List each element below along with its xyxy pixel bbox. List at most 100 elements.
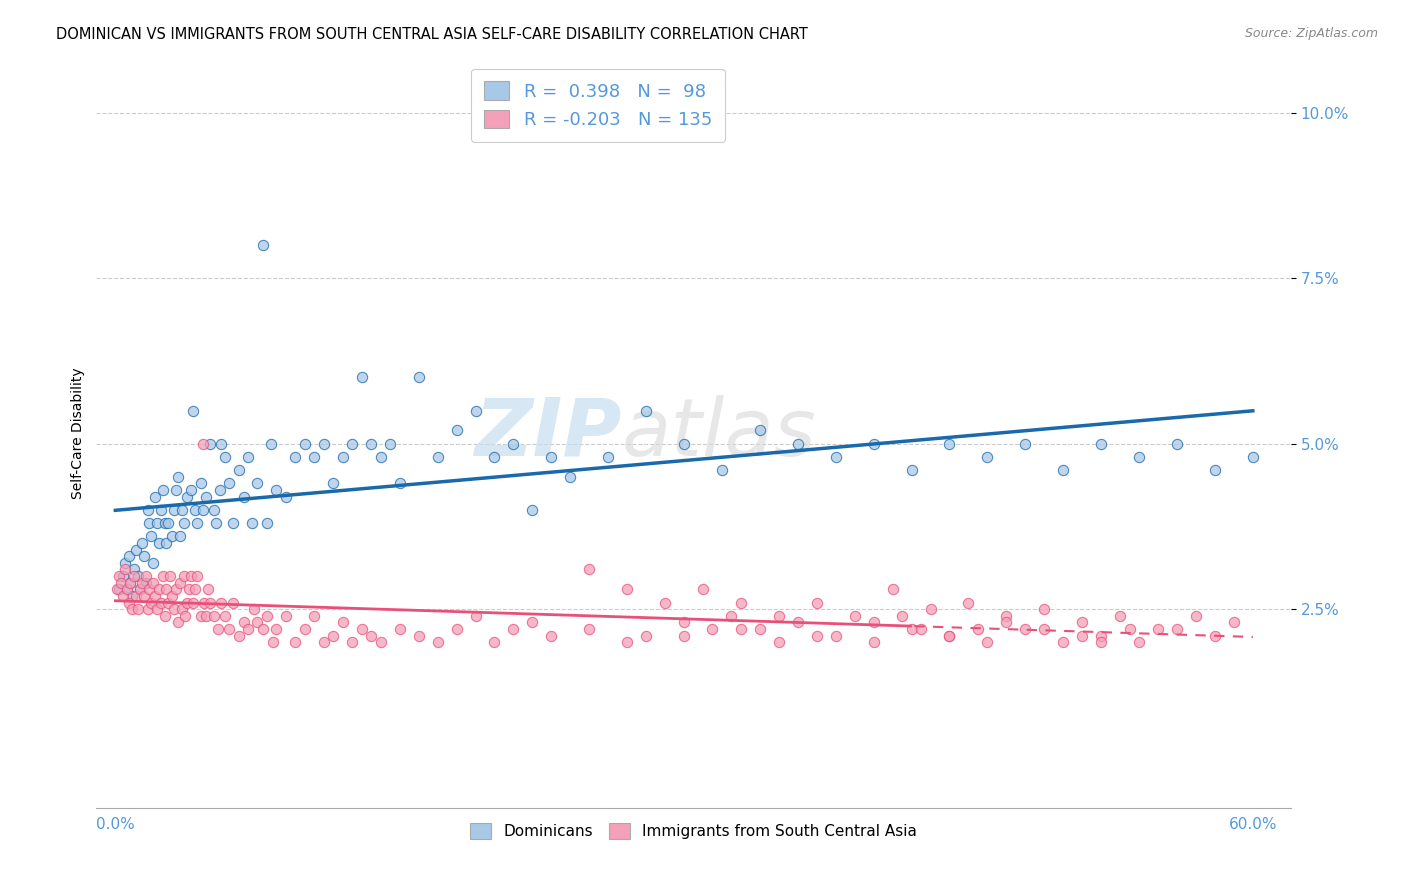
Point [304,608,326,623]
Point [976,450,998,464]
Point [692,582,714,597]
Point [284,635,307,649]
Point [159,569,181,583]
Point [426,635,449,649]
Point [654,595,676,609]
Point [146,602,169,616]
Point [236,622,259,636]
Point [136,503,159,517]
Point [786,615,808,630]
Point [1014,622,1036,636]
Point [540,629,562,643]
Point [522,503,544,517]
Point [132,549,155,563]
Point [1090,635,1112,649]
Point [214,608,236,623]
Point [181,403,204,417]
Point [153,516,176,530]
Point [312,436,335,450]
Point [121,589,143,603]
Point [176,595,198,609]
Text: atlas: atlas [621,394,817,473]
Point [191,436,214,450]
Point [193,595,215,609]
Point [170,503,193,517]
Point [160,529,183,543]
Point [167,469,190,483]
Point [132,589,155,603]
Point [136,602,159,616]
Point [1071,615,1094,630]
Point [1166,436,1188,450]
Point [167,615,190,630]
Point [252,238,274,252]
Point [312,635,335,649]
Point [141,595,163,609]
Point [284,450,307,464]
Point [426,450,449,464]
Point [211,436,233,450]
Point [266,483,288,497]
Point [910,622,932,636]
Point [673,629,696,643]
Point [806,629,828,643]
Point [165,483,187,497]
Point [155,582,177,597]
Point [163,602,186,616]
Point [322,629,344,643]
Point [246,615,269,630]
Point [204,516,226,530]
Point [240,516,263,530]
Point [350,370,373,384]
Point [138,582,160,597]
Point [446,423,468,437]
Point [388,622,411,636]
Point [900,463,922,477]
Point [157,516,180,530]
Point [141,529,163,543]
Point [1204,463,1226,477]
Point [184,582,207,597]
Point [342,436,364,450]
Point [786,436,808,450]
Point [710,463,733,477]
Point [1241,450,1264,464]
Point [155,536,177,550]
Point [211,595,233,609]
Point [1033,602,1056,616]
Point [636,629,658,643]
Point [1052,635,1074,649]
Point [169,575,191,590]
Point [995,615,1018,630]
Point [891,608,914,623]
Point [122,562,145,576]
Point [176,490,198,504]
Point [228,463,250,477]
Point [170,602,193,616]
Point [502,622,524,636]
Point [190,608,212,623]
Point [135,569,157,583]
Point [636,403,658,417]
Point [304,450,326,464]
Point [142,556,165,570]
Point [806,595,828,609]
Point [163,503,186,517]
Point [862,436,884,450]
Legend: Dominicans, Immigrants from South Central Asia: Dominicans, Immigrants from South Centra… [464,817,924,845]
Point [198,595,221,609]
Point [110,575,132,590]
Point [127,569,149,583]
Point [360,629,382,643]
Point [598,450,620,464]
Point [173,516,195,530]
Point [1118,622,1140,636]
Point [122,569,145,583]
Point [446,622,468,636]
Point [125,589,148,603]
Point [673,615,696,630]
Point [332,615,354,630]
Point [186,516,208,530]
Point [108,569,131,583]
Point [242,602,264,616]
